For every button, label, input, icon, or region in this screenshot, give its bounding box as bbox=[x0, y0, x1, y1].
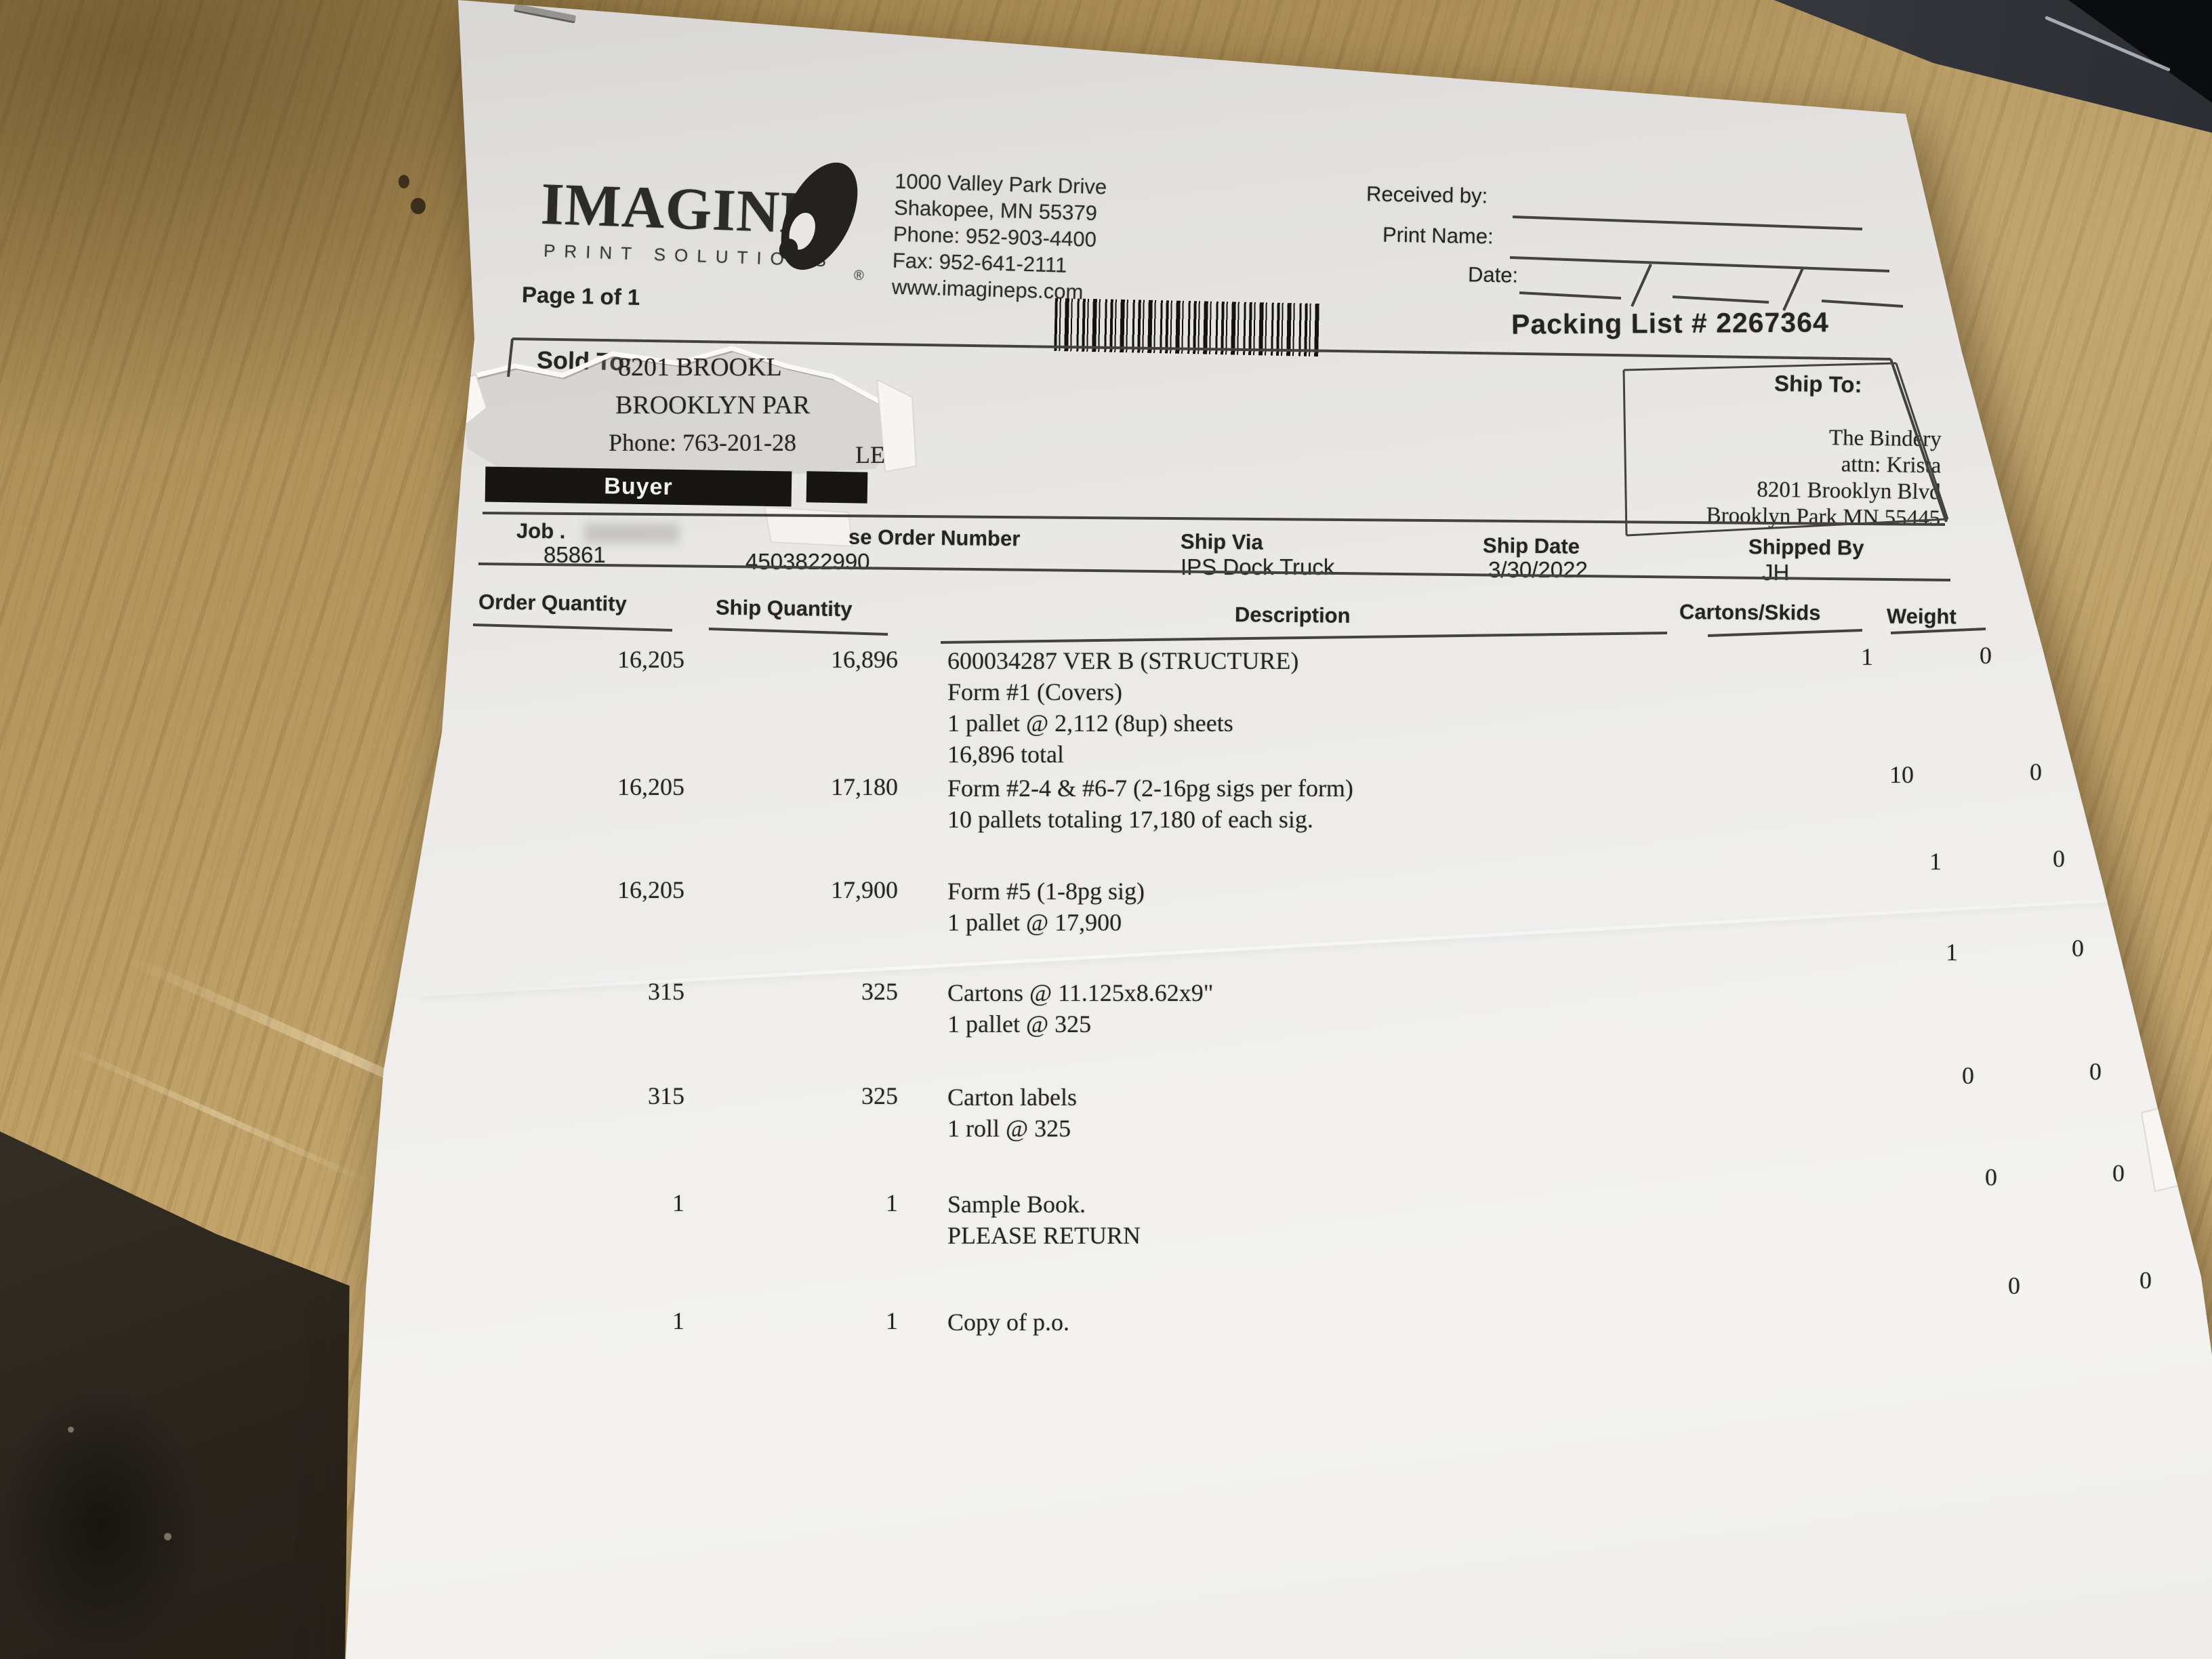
row-cartons-skids: 1 bbox=[1946, 939, 1958, 966]
staple bbox=[513, 3, 577, 24]
redaction-bar bbox=[806, 471, 868, 504]
registered-trademark-symbol: ® bbox=[854, 268, 864, 283]
row-order-quantity: 315 bbox=[648, 978, 684, 1005]
row-weight: 0 bbox=[2112, 1160, 2125, 1187]
row-order-quantity: 16,205 bbox=[617, 646, 684, 673]
purchase-order-label: se Order Number bbox=[848, 525, 1021, 551]
torn-text-fragment: LE bbox=[855, 441, 885, 468]
row-cartons-skids: 1 bbox=[1861, 643, 1873, 670]
barcode bbox=[1054, 298, 1321, 357]
row-description: Cartons @ 11.125x8.62x9" 1 pallet @ 325 bbox=[947, 979, 1214, 1038]
row-ship-quantity: 325 bbox=[861, 978, 898, 1005]
row-ship-quantity: 17,180 bbox=[831, 773, 898, 800]
ship-to-label: Ship To: bbox=[1774, 370, 1862, 398]
row-order-quantity: 1 bbox=[672, 1189, 684, 1216]
row-weight: 0 bbox=[2072, 935, 2084, 962]
row-order-quantity: 315 bbox=[648, 1082, 684, 1109]
column-header-cartons-skids: Cartons/Skids bbox=[1679, 600, 1821, 625]
ship-date-value: 3/30/2022 bbox=[1488, 557, 1588, 582]
column-header-description: Description bbox=[1234, 602, 1351, 628]
row-description: Carton labels 1 roll @ 325 bbox=[947, 1084, 1077, 1142]
floor-fleck bbox=[68, 1427, 74, 1433]
row-weight: 0 bbox=[1980, 642, 1992, 669]
row-cartons-skids: 1 bbox=[1929, 848, 1942, 875]
row-description: Sample Book. PLEASE RETURN bbox=[947, 1191, 1141, 1249]
row-order-quantity: 16,205 bbox=[617, 773, 684, 800]
shipped-by-label: Shipped By bbox=[1748, 535, 1864, 560]
imagine-logo-wordmark: IMAGINE bbox=[539, 171, 822, 247]
received-by-label: Received by: bbox=[1366, 182, 1488, 208]
buyer-redaction-bar: Buyer bbox=[485, 466, 792, 507]
row-weight: 0 bbox=[2053, 845, 2065, 872]
row-ship-quantity: 17,900 bbox=[831, 876, 898, 903]
row-order-quantity: 1 bbox=[672, 1307, 684, 1334]
row-description: Form #2-4 & #6-7 (2-16pg sigs per form) … bbox=[947, 775, 1353, 833]
ship-date-label: Ship Date bbox=[1482, 533, 1580, 558]
ship-to-address: The Bindery attn: Krista 8201 Brooklyn B… bbox=[1706, 426, 1942, 531]
faded-label-smudge bbox=[584, 523, 679, 544]
row-description: Copy of p.o. bbox=[947, 1309, 1069, 1336]
shipped-by-value: JH bbox=[1762, 560, 1790, 585]
buyer-label: Buyer bbox=[604, 472, 673, 500]
row-weight: 0 bbox=[2089, 1058, 2102, 1085]
row-description: 600034287 VER B (STRUCTURE) Form #1 (Cov… bbox=[947, 647, 1299, 768]
row-weight: 0 bbox=[2030, 758, 2042, 785]
row-cartons-skids: 0 bbox=[1985, 1164, 1997, 1191]
job-number-value: 85861 bbox=[544, 542, 606, 567]
row-cartons-skids: 0 bbox=[2008, 1272, 2020, 1299]
ship-via-label: Ship Via bbox=[1180, 529, 1263, 554]
desk-speck bbox=[398, 175, 409, 188]
company-address-block: 1000 Valley Park Drive Shakopee, MN 5537… bbox=[891, 169, 1107, 304]
sold-to-address-fragment: BROOKLYN PAR bbox=[615, 391, 811, 419]
desk-speck bbox=[411, 198, 426, 214]
row-ship-quantity: 1 bbox=[886, 1189, 898, 1216]
row-description: Form #5 (1-8pg sig) 1 pallet @ 17,900 bbox=[947, 878, 1145, 936]
packing-list-number: Packing List # 2267364 bbox=[1511, 306, 1829, 340]
page-number-label: Page 1 of 1 bbox=[521, 281, 640, 310]
row-cartons-skids: 0 bbox=[1962, 1062, 1974, 1089]
row-ship-quantity: 325 bbox=[861, 1082, 898, 1109]
date-label: Date: bbox=[1467, 262, 1519, 287]
column-header-weight: Weight bbox=[1886, 604, 1957, 629]
floor-fleck bbox=[164, 1533, 171, 1540]
column-header-ship-quantity: Ship Quantity bbox=[715, 595, 853, 621]
column-header-order-quantity: Order Quantity bbox=[478, 590, 628, 616]
row-ship-quantity: 16,896 bbox=[831, 646, 898, 673]
row-weight: 0 bbox=[2139, 1267, 2152, 1294]
sold-to-phone-fragment: Phone: 763-201-28 bbox=[609, 429, 796, 456]
sold-to-address-fragment: 8201 BROOKL bbox=[618, 353, 782, 382]
row-cartons-skids: 10 bbox=[1889, 761, 1914, 788]
job-number-label: Job . bbox=[516, 518, 566, 544]
floor-shadow bbox=[0, 1389, 203, 1659]
ship-via-value: IPS Dock Truck bbox=[1181, 554, 1335, 579]
row-order-quantity: 16,205 bbox=[617, 876, 684, 903]
purchase-order-value: 4503822990 bbox=[745, 549, 870, 574]
row-ship-quantity: 1 bbox=[886, 1307, 898, 1334]
print-name-label: Print Name: bbox=[1382, 222, 1494, 249]
